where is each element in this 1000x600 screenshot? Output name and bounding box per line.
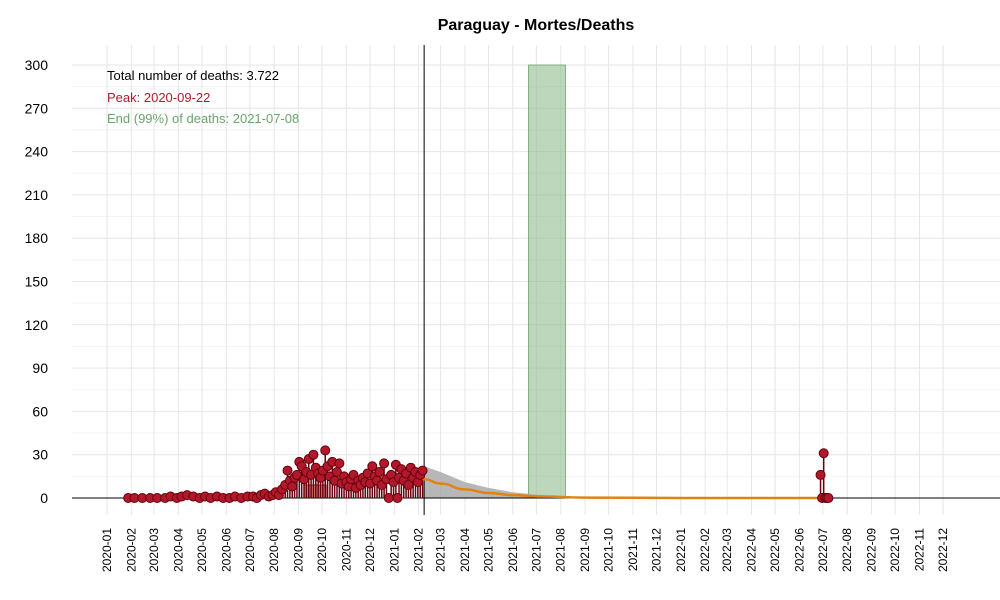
data-point [818,448,829,459]
x-tick-label: 2021-09 [578,528,592,572]
total-deaths-annotation: Total number of deaths: 3.722 [107,68,279,83]
y-tick-label: 120 [25,317,49,333]
x-tick-label: 2022-08 [840,528,854,572]
data-point [320,445,331,456]
x-tick-label: 2021-04 [458,528,472,572]
x-tick-label: 2022-01 [674,528,688,572]
y-tick-label: 90 [32,360,48,376]
x-tick-label: 2022-03 [720,528,734,572]
data-point [417,465,428,476]
x-tick-label: 2020-05 [195,528,209,572]
x-tick-label: 2020-11 [339,528,353,571]
x-tick-label: 2022-04 [744,528,758,572]
peak-annotation: Peak: 2020-09-22 [107,90,210,105]
y-tick-labels: 0 30 60 90 120 150 180 210 240 270 300 [25,57,49,506]
y-tick-label: 180 [25,230,49,246]
x-tick-label: 2020-06 [219,528,233,572]
x-tick-label: 2020-07 [243,528,257,572]
x-tick-label: 2020-02 [124,528,138,572]
x-tick-labels: 2020-01 2020-02 2020-03 2020-04 2020-05 2020-… [100,528,950,572]
x-tick-label: 2020-12 [363,528,377,572]
x-tick-label: 2022-11 [912,528,926,571]
data-point [379,458,390,469]
x-tick-label: 2022-06 [792,528,806,572]
data-point [334,458,345,469]
data-point [287,481,298,492]
y-tick-label: 30 [32,447,48,463]
data-point [403,480,414,491]
end-annotation: End (99%) of deaths: 2021-07-08 [107,111,299,126]
data-point [823,493,834,503]
x-tick-label: 2020-03 [147,528,161,572]
x-tick-label: 2022-02 [698,528,712,572]
x-tick-label: 2021-08 [554,528,568,572]
x-tick-label: 2022-09 [865,528,879,572]
x-tick-label: 2020-08 [267,528,281,572]
y-tick-label: 60 [32,403,48,419]
end-of-deaths-band [528,64,566,499]
data-point [392,493,403,503]
x-tick-label: 2021-07 [529,528,543,572]
x-tick-label: 2020-01 [100,528,114,572]
x-tick-label: 2022-10 [888,528,902,572]
x-tick-label: 2022-07 [816,528,830,572]
x-tick-label: 2021-06 [506,528,520,572]
data-point [282,465,293,476]
data-point [383,493,394,503]
x-tick-label: 2021-03 [434,528,448,572]
data-points [123,445,834,503]
data-point [374,467,385,478]
x-tick-label: 2022-05 [768,528,782,572]
data-point [815,469,826,480]
x-tick-label: 2020-04 [171,528,185,572]
chart-title: Paraguay - Mortes/Deaths [438,17,635,34]
x-tick-label: 2021-01 [387,528,401,572]
highlight-bands [303,64,566,499]
y-tick-label: 240 [25,144,49,160]
y-tick-label: 270 [25,100,49,116]
y-tick-label: 210 [25,187,49,203]
data-point [367,461,378,472]
x-tick-label: 2020-10 [315,528,329,572]
x-tick-label: 2022-12 [936,528,950,572]
y-tick-label: 150 [25,274,49,290]
x-tick-label: 2021-10 [602,528,616,572]
y-tick-label: 300 [25,57,49,73]
data-point [308,449,319,460]
x-tick-label: 2021-05 [481,528,495,572]
y-tick-label: 0 [40,490,48,506]
x-tick-label: 2021-11 [626,528,640,571]
data-point [291,469,302,480]
x-tick-label: 2021-12 [649,528,663,572]
x-tick-label: 2020-09 [292,528,306,572]
x-tick-label: 2021-02 [412,528,426,572]
